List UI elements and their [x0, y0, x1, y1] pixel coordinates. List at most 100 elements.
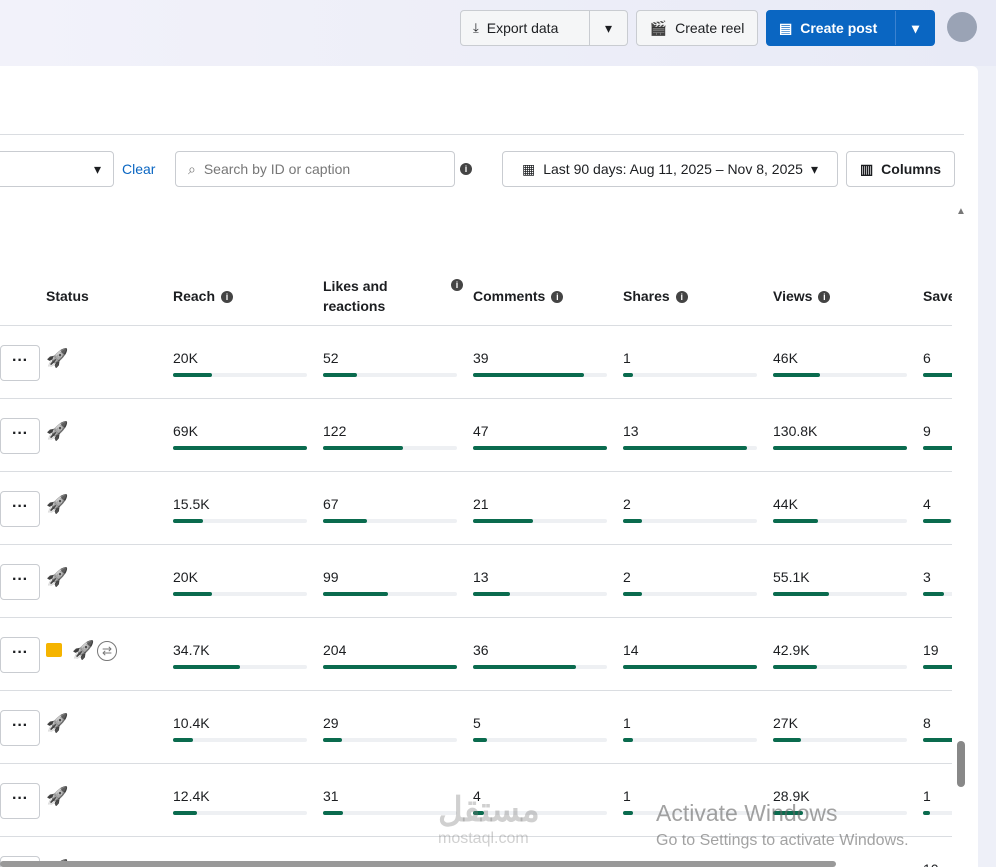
clear-link[interactable]: Clear	[122, 161, 156, 177]
info-icon: i	[551, 291, 564, 304]
metric-track	[923, 665, 952, 669]
row-divider	[0, 836, 952, 837]
logo-watermark: مستقل	[438, 791, 540, 829]
metric-value: 2	[623, 569, 631, 585]
more-button[interactable]: ···	[0, 637, 40, 673]
date-label: Last 90 days: Aug 11, 2025 – Nov 8, 2025	[543, 161, 803, 177]
metric-bar	[623, 519, 643, 523]
column-header: Shares i	[623, 286, 763, 306]
windows-title: Activate Windows	[656, 800, 838, 826]
windows-subtitle: Go to Settings to activate Windows.	[656, 832, 909, 849]
metric-value: 31	[323, 788, 339, 804]
metric-bar	[923, 446, 952, 450]
metric-bar	[473, 665, 576, 669]
metric-value: 28.9K	[773, 788, 810, 804]
post-label: Create post	[800, 20, 878, 36]
info-icon: i	[221, 291, 234, 304]
metric-bar	[323, 811, 344, 815]
metric-track	[923, 519, 952, 523]
row-divider	[0, 763, 952, 764]
metric-track	[923, 738, 952, 742]
metric-bar	[323, 592, 389, 596]
crosspost-icon: ⇄	[97, 641, 117, 661]
metric-bar	[473, 592, 511, 596]
metric-value: 10	[923, 861, 939, 867]
metric-bar	[623, 665, 757, 669]
boost-icon: 🚀	[46, 567, 69, 587]
more-button[interactable]: ···	[0, 783, 40, 819]
metric-track	[173, 519, 307, 523]
more-button[interactable]: ···	[0, 345, 40, 381]
date-range[interactable]: ▦ Last 90 days: Aug 11, 2025 – Nov 8, 202…	[502, 151, 838, 187]
metric-value: 55.1K	[773, 569, 810, 585]
columns-button[interactable]: ▥ Columns	[846, 151, 955, 187]
metric-value: 99	[323, 569, 339, 585]
metric-value: 1	[623, 350, 631, 366]
create-reel-button[interactable]: 🎬 Create reel	[636, 10, 758, 46]
metric-track	[923, 446, 952, 450]
metric-bar	[623, 811, 633, 815]
metric-bar	[623, 738, 633, 742]
metric-value: 29	[323, 715, 339, 731]
header-label: Comments	[473, 288, 546, 304]
metric-value: 20K	[173, 350, 198, 366]
metric-track	[323, 592, 457, 596]
search-box[interactable]: ⌕ Search by ID or caption	[175, 151, 455, 187]
export-button[interactable]: ⤓ Export data ▾	[460, 10, 628, 46]
metric-bar	[323, 446, 404, 450]
metric-track	[323, 811, 457, 815]
table: Status Reach i Likes and reactions i Comments…	[0, 200, 952, 867]
metric-bar	[923, 373, 952, 377]
column-header: Saves	[923, 286, 952, 306]
info-icon: i	[675, 291, 688, 304]
metric-bar	[773, 592, 830, 596]
metric-bar	[923, 519, 952, 523]
boost-icon: 🚀	[46, 421, 69, 441]
metric-track	[473, 738, 607, 742]
scrollbar[interactable]: ▲	[956, 206, 966, 866]
metric-track	[323, 665, 457, 669]
more-button[interactable]: ···	[0, 710, 40, 746]
metric-value: 20K	[173, 569, 198, 585]
metric-bar	[773, 519, 819, 523]
metric-track	[773, 665, 907, 669]
avatar[interactable]	[947, 12, 977, 42]
create-post-button[interactable]: ▤ Create post ▾	[766, 10, 935, 46]
metric-value: 52	[323, 350, 339, 366]
column-header: Comments i	[473, 286, 613, 306]
more-button[interactable]: ···	[0, 564, 40, 600]
metric-bar	[323, 373, 358, 377]
metric-track	[173, 373, 307, 377]
more-button[interactable]: ···	[0, 418, 40, 454]
metric-track	[173, 738, 307, 742]
metric-value: 67	[323, 496, 339, 512]
metric-value: 19	[923, 642, 939, 658]
metric-bar	[923, 811, 931, 815]
row-divider	[0, 471, 952, 472]
h-scrollbar[interactable]	[0, 861, 836, 867]
metric-bar	[623, 446, 748, 450]
metric-bar	[923, 592, 945, 596]
column-header: Reach i	[173, 286, 313, 306]
metric-bar	[773, 446, 907, 450]
metric-bar	[173, 665, 241, 669]
metric-value: 21	[473, 496, 489, 512]
metric-value: 34.7K	[173, 642, 210, 658]
metric-value: 8	[923, 715, 931, 731]
metric-value: 13	[473, 569, 489, 585]
metric-value: 36	[473, 642, 489, 658]
metric-bar	[473, 446, 607, 450]
info-icon: i	[460, 163, 472, 175]
column-header: Status	[46, 286, 186, 306]
metric-bar	[473, 373, 585, 377]
more-button[interactable]: ···	[0, 491, 40, 527]
filter-dropdown[interactable]: ▾	[0, 151, 114, 187]
search-placeholder: Search by ID or caption	[203, 161, 351, 177]
info-icon: i	[451, 279, 463, 291]
metric-bar	[773, 373, 821, 377]
metric-track	[773, 373, 907, 377]
metric-track	[623, 811, 757, 815]
metric-bar	[473, 738, 488, 742]
info-icon: i	[818, 291, 831, 304]
metric-track	[173, 665, 307, 669]
